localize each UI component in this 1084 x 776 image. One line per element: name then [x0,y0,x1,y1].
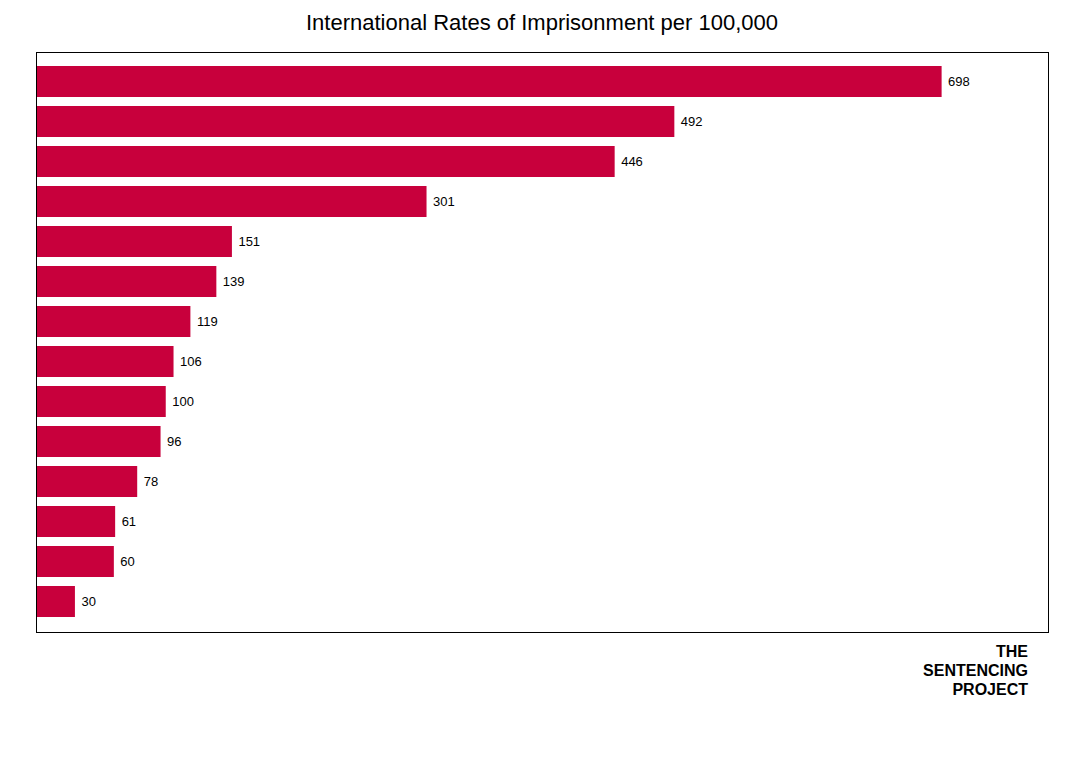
html-text:PROJECT: PROJECT [952,681,1028,699]
svg-text:106: 106 [180,354,202,369]
html-text:THE: THE [996,643,1028,660]
svg-text:301: 301 [433,194,455,209]
svg-text:96: 96 [167,434,181,449]
svg-text:60: 60 [120,554,134,569]
svg-text:100: 100 [172,394,194,409]
svg-text:139: 139 [223,274,245,289]
svg-text:119: 119 [197,314,218,329]
svg-text:151: 151 [238,234,260,249]
html-text:International Rates of Impriso: International Rates of Imprisonment per … [306,10,778,35]
svg-text:446: 446 [621,154,643,169]
svg-text:78: 78 [144,474,158,489]
html-text:SENTENCING: SENTENCING [923,662,1028,680]
svg-text:698: 698 [948,74,970,89]
svg-text:61: 61 [122,514,136,529]
svg-text:492: 492 [681,114,703,129]
svg-text:30: 30 [81,594,95,609]
